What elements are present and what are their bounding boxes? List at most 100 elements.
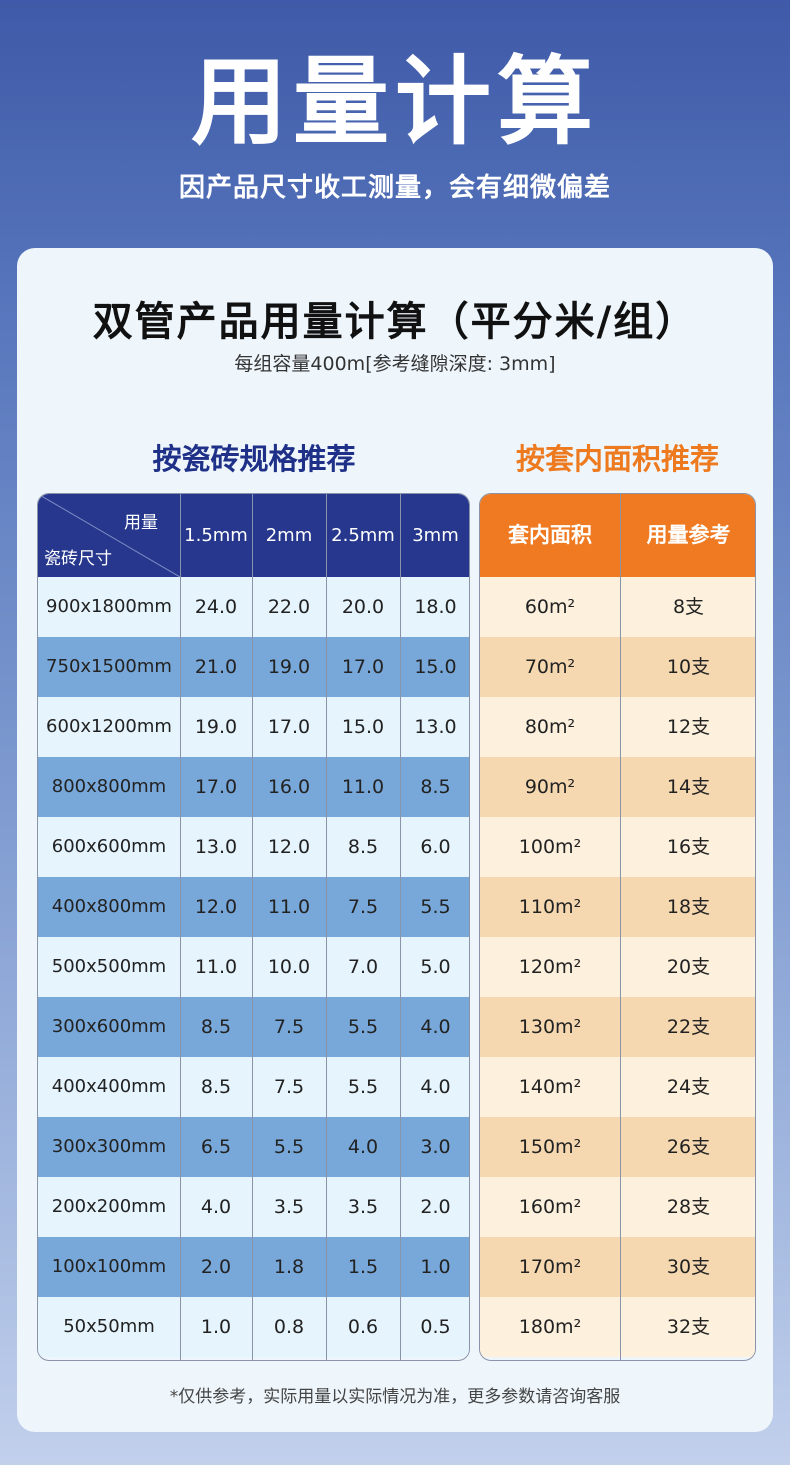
tile-size-cell: 400x800mm <box>51 896 167 917</box>
area-cell: 170m² <box>518 1256 582 1278</box>
table-row: 300x600mm 8.5 7.5 5.5 4.0 <box>38 997 469 1057</box>
column-divider <box>400 494 401 1360</box>
usage-value-cell: 5.5 <box>420 896 451 918</box>
usage-value-cell: 5.5 <box>273 1136 305 1158</box>
usage-value-cell: 15.0 <box>414 656 457 678</box>
table-row: 120m² 20支 <box>480 937 755 997</box>
usage-value-cell: 8.5 <box>420 776 451 798</box>
column-header-amount: 用量参考 <box>646 523 731 547</box>
usage-value-cell: 21.0 <box>194 656 238 678</box>
usage-value-cell: 15.0 <box>341 716 385 738</box>
usage-value-cell: 19.0 <box>267 656 311 678</box>
usage-value-cell: 6.5 <box>200 1136 232 1158</box>
usage-value-cell: 24.0 <box>194 596 238 618</box>
usage-value-cell: 7.5 <box>347 896 379 918</box>
usage-value-cell: 17.0 <box>267 716 311 738</box>
usage-value-cell: 0.8 <box>273 1316 305 1338</box>
amount-cell: 8支 <box>672 596 705 618</box>
column-divider <box>180 494 181 1360</box>
tile-size-cell: 100x100mm <box>51 1256 167 1277</box>
usage-value-cell: 4.0 <box>200 1196 232 1218</box>
usage-value-cell: 5.0 <box>420 956 451 978</box>
table-row: 800x800mm 17.0 16.0 11.0 8.5 <box>38 757 469 817</box>
usage-value-cell: 2.0 <box>200 1256 232 1278</box>
tile-size-cell: 900x1800mm <box>46 596 172 617</box>
table-row: 300x300mm 6.5 5.5 4.0 3.0 <box>38 1117 469 1177</box>
usage-value-cell: 6.0 <box>420 836 451 858</box>
column-divider <box>620 494 621 1360</box>
column-header-area: 套内面积 <box>508 523 592 547</box>
usage-value-cell: 0.6 <box>347 1316 379 1338</box>
hero-subtitle: 因产品尺寸收工测量，会有细微偏差 <box>178 173 611 203</box>
table-row: 170m² 30支 <box>480 1237 755 1297</box>
tile-size-cell: 300x300mm <box>51 1136 167 1157</box>
usage-value-cell: 0.5 <box>420 1316 451 1338</box>
tile-size-cell: 500x500mm <box>51 956 167 977</box>
tile-size-cell: 600x600mm <box>51 836 167 857</box>
area-cell: 90m² <box>524 776 576 798</box>
area-cell: 60m² <box>524 596 576 618</box>
usage-value-cell: 2.0 <box>420 1196 451 1218</box>
usage-value-cell: 5.5 <box>347 1016 379 1038</box>
tile-size-cell: 400x400mm <box>51 1076 167 1097</box>
usage-value-cell: 1.0 <box>200 1316 232 1338</box>
amount-cell: 14支 <box>666 776 711 798</box>
column-header-4: 3mm <box>412 525 459 546</box>
usage-value-cell: 1.8 <box>273 1256 305 1278</box>
area-cell: 180m² <box>518 1316 582 1338</box>
table-row: 130m² 22支 <box>480 997 755 1057</box>
table-row: 140m² 24支 <box>480 1057 755 1117</box>
table-row: 150m² 26支 <box>480 1117 755 1177</box>
area-cell: 140m² <box>518 1076 582 1098</box>
usage-value-cell: 11.0 <box>267 896 311 918</box>
table-row: 80m² 12支 <box>480 697 755 757</box>
usage-value-cell: 18.0 <box>414 596 457 618</box>
usage-value-cell: 13.0 <box>414 716 457 738</box>
tile-size-cell: 750x1500mm <box>46 656 172 677</box>
column-divider <box>326 494 327 1360</box>
amount-cell: 22支 <box>666 1016 711 1038</box>
table-row: 180m² 32支 <box>480 1297 755 1357</box>
area-table-header: 套内面积 用量参考 <box>480 494 755 577</box>
usage-value-cell: 16.0 <box>267 776 311 798</box>
corner-diagonal-line <box>38 494 180 577</box>
table-row: 70m² 10支 <box>480 637 755 697</box>
usage-value-cell: 1.5 <box>347 1256 379 1278</box>
usage-card: 双管产品用量计算（平分米/组） 每组容量400m[参考缝隙深度: 3mm] 按瓷… <box>17 248 773 1432</box>
area-cell: 70m² <box>524 656 576 678</box>
tile-size-cell: 800x800mm <box>51 776 167 797</box>
corner-label-usage: 用量 <box>124 513 158 533</box>
usage-value-cell: 20.0 <box>341 596 385 618</box>
table-row: 500x500mm 11.0 10.0 7.0 5.0 <box>38 937 469 997</box>
area-usage-table: 套内面积 用量参考 60m² 8支 70m² 10支 80m² 12支 90m² 14支 100… <box>479 493 756 1361</box>
column-header-3: 2.5mm <box>331 525 395 546</box>
corner-label-tile-size: 瓷砖尺寸 <box>44 549 112 569</box>
tile-table-header: 用量 瓷砖尺寸 1.5mm 2mm 2.5mm 3mm <box>38 494 469 577</box>
tile-usage-table: 用量 瓷砖尺寸 1.5mm 2mm 2.5mm 3mm 900x1800mm 24… <box>37 493 470 1361</box>
table-row: 400x800mm 12.0 11.0 7.5 5.5 <box>38 877 469 937</box>
usage-value-cell: 8.5 <box>200 1076 232 1098</box>
usage-value-cell: 13.0 <box>194 836 238 858</box>
usage-value-cell: 11.0 <box>194 956 238 978</box>
area-cell: 130m² <box>518 1016 582 1038</box>
usage-value-cell: 17.0 <box>194 776 238 798</box>
amount-cell: 24支 <box>666 1076 711 1098</box>
usage-value-cell: 11.0 <box>341 776 385 798</box>
area-cell: 160m² <box>518 1196 582 1218</box>
column-header-2: 2mm <box>265 525 313 546</box>
tile-size-cell: 50x50mm <box>63 1316 155 1337</box>
amount-cell: 12支 <box>666 716 711 738</box>
table-row: 90m² 14支 <box>480 757 755 817</box>
usage-value-cell: 3.5 <box>273 1196 305 1218</box>
column-divider <box>252 494 253 1360</box>
footnote: *仅供参考，实际用量以实际情况为准，更多参数请咨询客服 <box>169 1387 621 1407</box>
usage-value-cell: 7.0 <box>347 956 379 978</box>
usage-value-cell: 4.0 <box>347 1136 379 1158</box>
usage-value-cell: 5.5 <box>347 1076 379 1098</box>
table-row: 900x1800mm 24.0 22.0 20.0 18.0 <box>38 577 469 637</box>
tile-section-label: 按瓷砖规格推荐 <box>152 442 356 476</box>
table-row: 600x1200mm 19.0 17.0 15.0 13.0 <box>38 697 469 757</box>
amount-cell: 16支 <box>666 836 711 858</box>
amount-cell: 10支 <box>666 656 711 678</box>
usage-value-cell: 3.5 <box>347 1196 379 1218</box>
